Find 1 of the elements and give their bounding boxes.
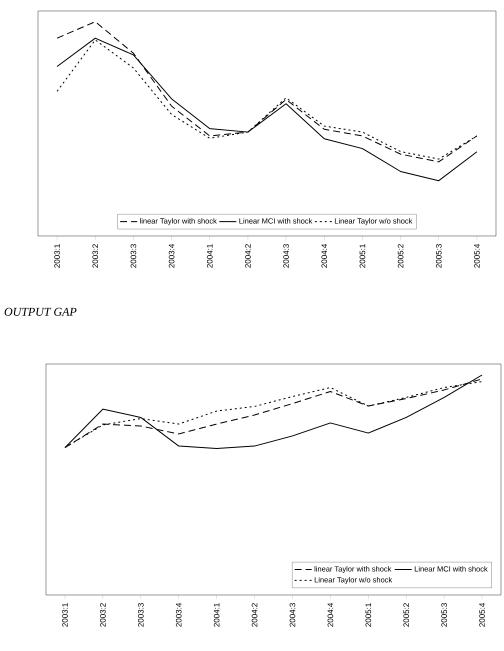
chart-title: OUTPUT GAP bbox=[4, 308, 76, 316]
